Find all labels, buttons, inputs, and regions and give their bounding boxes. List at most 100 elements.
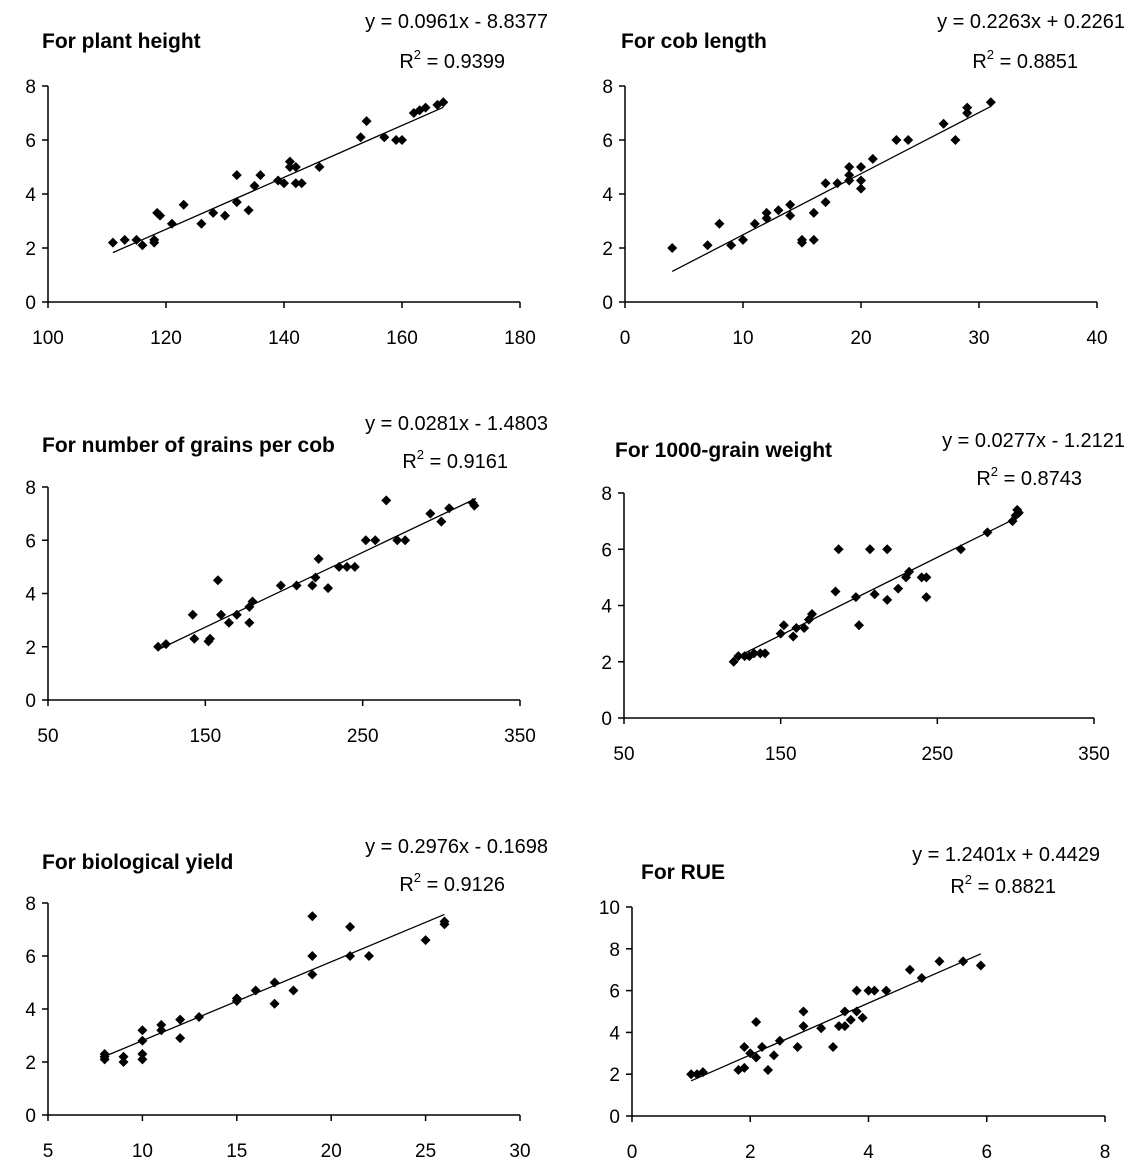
data-point xyxy=(962,102,973,113)
y-tick-label: 2 xyxy=(25,1053,36,1074)
data-point xyxy=(244,617,255,628)
data-point xyxy=(799,623,810,633)
x-tick-label: 4 xyxy=(863,1142,874,1163)
trend-equation: y = 0.0961x - 8.8377 xyxy=(365,11,548,33)
data-point xyxy=(982,527,993,538)
data-point xyxy=(808,207,819,218)
data-point xyxy=(975,960,986,971)
data-point xyxy=(379,132,390,143)
chart-title: For number of grains per cob xyxy=(42,434,335,457)
data-point xyxy=(288,985,299,996)
data-point xyxy=(269,977,280,988)
data-point xyxy=(833,544,844,555)
data-point xyxy=(955,544,966,555)
data-point xyxy=(444,503,455,514)
x-tick-label: 160 xyxy=(386,328,418,349)
data-point xyxy=(828,1042,839,1053)
data-point xyxy=(893,583,904,594)
data-point xyxy=(751,1052,762,1063)
data-point xyxy=(119,234,130,245)
data-point xyxy=(757,1042,768,1053)
data-point xyxy=(820,197,831,208)
trend-equation: y = 0.2263x + 0.2261 xyxy=(937,11,1125,33)
data-point xyxy=(851,985,862,996)
data-point xyxy=(869,589,880,600)
data-point xyxy=(355,132,366,143)
x-tick-label: 50 xyxy=(37,726,58,747)
y-tick-label: 2 xyxy=(609,1065,620,1086)
y-tick-label: 2 xyxy=(601,653,612,674)
y-tick-label: 8 xyxy=(25,77,36,98)
y-tick-label: 4 xyxy=(602,185,613,206)
data-point xyxy=(702,240,713,251)
chart-title: For RUE xyxy=(641,861,725,884)
data-point xyxy=(118,1051,129,1062)
y-tick-label: 0 xyxy=(25,691,36,712)
data-point xyxy=(175,1014,186,1025)
data-point xyxy=(279,178,289,189)
x-tick-label: 8 xyxy=(1100,1142,1111,1163)
x-tick-label: 350 xyxy=(504,726,536,747)
data-point xyxy=(749,648,760,659)
chart-panel-1: For cob length y = 0.2263x + 0.2261 R2 = 0… xyxy=(602,11,1125,349)
chart-title: For plant height xyxy=(42,30,201,53)
data-point xyxy=(392,535,403,546)
data-point xyxy=(950,135,961,145)
data-point xyxy=(774,1035,785,1046)
data-point xyxy=(856,183,866,194)
data-point xyxy=(166,218,177,229)
data-point xyxy=(363,951,374,961)
data-point xyxy=(916,973,927,984)
data-point xyxy=(760,648,770,659)
data-point xyxy=(792,1042,803,1053)
data-point xyxy=(807,608,817,619)
y-tick-label: 6 xyxy=(25,131,36,152)
data-point xyxy=(189,633,200,644)
data-point xyxy=(243,205,254,216)
data-point xyxy=(921,572,932,583)
data-point xyxy=(307,580,318,591)
x-tick-label: 120 xyxy=(150,328,182,349)
data-point xyxy=(686,1069,697,1080)
data-point xyxy=(728,656,739,667)
data-point xyxy=(816,1023,827,1034)
data-point xyxy=(904,964,915,975)
data-point xyxy=(733,651,744,662)
data-point xyxy=(891,135,902,145)
x-tick-label: 150 xyxy=(765,744,797,765)
data-point xyxy=(420,102,431,113)
x-tick-label: 0 xyxy=(627,1142,638,1163)
data-point xyxy=(284,162,295,172)
data-point xyxy=(938,118,949,129)
data-point xyxy=(391,135,402,145)
trend-equation: y = 0.0281x - 1.4803 xyxy=(365,413,548,435)
data-point xyxy=(903,135,914,145)
data-point xyxy=(830,586,841,597)
y-tick-label: 8 xyxy=(25,894,36,915)
data-point xyxy=(844,175,855,186)
y-tick-label: 6 xyxy=(602,131,613,152)
data-point xyxy=(323,583,334,594)
data-point xyxy=(397,135,407,145)
chart-title: For biological yield xyxy=(42,851,233,874)
data-point xyxy=(156,1025,167,1036)
data-point xyxy=(307,911,318,922)
y-tick-label: 8 xyxy=(609,940,620,961)
r-squared-label: R2 = 0.9126 xyxy=(399,870,505,896)
data-point xyxy=(667,243,678,253)
y-tick-label: 6 xyxy=(609,982,620,1003)
r-squared-label: R2 = 0.9399 xyxy=(399,47,505,73)
chart-panel-4: For biological yield y = 0.2976x - 0.1698… xyxy=(25,836,548,1162)
data-point xyxy=(867,153,878,164)
data-point xyxy=(149,234,160,245)
data-point xyxy=(290,162,301,172)
data-point xyxy=(438,97,449,108)
data-point xyxy=(881,985,892,996)
r-squared-label: R2 = 0.8851 xyxy=(972,47,1078,73)
data-point xyxy=(247,596,258,607)
x-tick-label: 250 xyxy=(921,744,953,765)
x-tick-label: 5 xyxy=(43,1141,54,1162)
data-point xyxy=(153,641,164,652)
data-point xyxy=(714,218,725,229)
chart-panel-2: For number of grains per cob y = 0.0281x … xyxy=(25,413,548,747)
